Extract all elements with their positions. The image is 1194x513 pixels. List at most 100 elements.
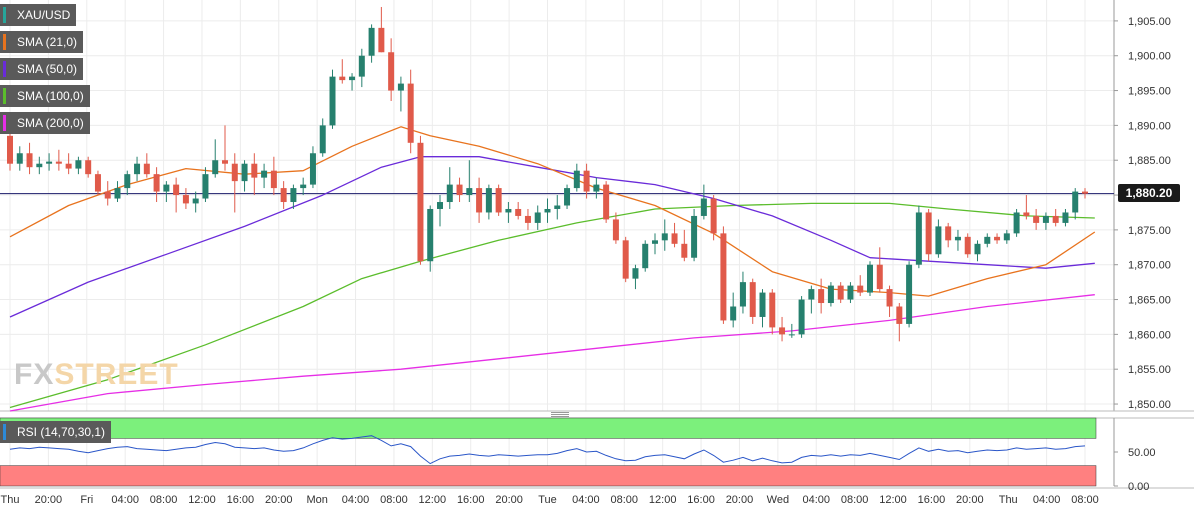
candle-up (505, 208, 512, 213)
y-tick-label: 1,890.00 (1128, 120, 1171, 132)
candle-up (788, 334, 795, 336)
sma100-line (9, 202, 1095, 409)
candle-up (847, 285, 854, 300)
candle-up (827, 285, 834, 304)
candle-down (1033, 215, 1040, 223)
candle-down (749, 282, 756, 317)
candle-down (417, 142, 424, 262)
x-tick-label: 12:00 (188, 494, 216, 506)
candle-up (290, 188, 297, 203)
x-tick-label: 16:00 (918, 494, 946, 506)
candle-down (104, 191, 111, 199)
candle-down (515, 208, 522, 216)
candle-up (446, 184, 453, 203)
candle-up (808, 289, 815, 300)
candle-up (466, 188, 473, 196)
candle-up (114, 188, 121, 199)
candle-up (368, 27, 375, 56)
candle-up (984, 236, 991, 244)
candle-down (222, 160, 228, 164)
candle-up (739, 282, 746, 307)
candle-down (886, 289, 893, 307)
candle-up (867, 264, 873, 293)
candle-up (427, 208, 434, 262)
candle-down (339, 76, 346, 81)
candle-down (1082, 191, 1088, 194)
candle-up (730, 306, 737, 321)
fxstreet-logo: FXSTREET (14, 358, 179, 392)
x-tick-label: 08:00 (380, 494, 408, 506)
candle-down (583, 170, 590, 192)
candle-down (94, 174, 101, 192)
legend-sma21[interactable]: SMA (21,0) (0, 31, 84, 53)
candle-up (691, 215, 698, 258)
candle-up (593, 184, 600, 192)
candle-up (134, 163, 141, 175)
candle-up (437, 202, 443, 209)
candle-down (622, 240, 629, 279)
legend-label-sma21: SMA (21,0) (17, 35, 78, 49)
candle-down (603, 184, 610, 220)
x-tick-label: 04:00 (572, 494, 600, 506)
candle-down (720, 233, 727, 321)
candle-up (329, 76, 336, 126)
x-tick-label: 08:00 (611, 494, 639, 506)
candle-down (55, 161, 62, 164)
x-tick-label: 16:00 (227, 494, 255, 506)
legend-xauusd[interactable]: XAU/USD (0, 4, 77, 26)
candle-up (485, 188, 492, 213)
rsi-legend-label: RSI (14,70,30,1) (17, 425, 106, 439)
x-tick-label: 20:00 (35, 494, 63, 506)
candle-up (935, 226, 942, 255)
x-tick-label: 20:00 (495, 494, 523, 506)
candle-up (564, 188, 571, 206)
candle-down (476, 188, 483, 213)
candle-up (642, 243, 649, 269)
candle-down (378, 27, 385, 53)
sma200-line (9, 294, 1095, 412)
candle-down (1052, 215, 1059, 223)
candle-up (163, 184, 170, 192)
legend-swatch-rsi (3, 424, 6, 440)
legend-swatch-sma100 (3, 88, 6, 104)
candle-down (964, 236, 971, 255)
candle-down (280, 188, 287, 203)
candle-up (1062, 212, 1069, 223)
legend-swatch-xauusd (3, 7, 6, 23)
candle-down (65, 163, 72, 169)
x-tick-label: 16:00 (687, 494, 715, 506)
candle-down (818, 289, 825, 304)
x-tick-label: 04:00 (111, 494, 139, 506)
candle-down (876, 264, 883, 290)
candle-down (925, 212, 932, 255)
candle-up (652, 240, 658, 244)
candle-down (388, 52, 395, 91)
y-tick-label: 1,895.00 (1128, 86, 1171, 98)
legend-sma50[interactable]: SMA (50,0) (0, 58, 84, 80)
x-tick-label: 16:00 (457, 494, 485, 506)
candle-up (349, 76, 356, 81)
x-tick-label: Thu (999, 494, 1018, 506)
candle-down (524, 215, 531, 223)
y-tick-label: 1,900.00 (1128, 51, 1171, 63)
pane-divider-handle[interactable] (551, 411, 569, 417)
candle-up (573, 170, 580, 189)
candle-up (36, 163, 43, 168)
x-tick-label: 12:00 (419, 494, 447, 506)
x-tick-label: 12:00 (879, 494, 907, 506)
y-tick-label: 1,855.00 (1128, 364, 1171, 376)
rsi-legend[interactable]: RSI (14,70,30,1) (0, 421, 112, 443)
legend-label-sma100: SMA (100,0) (17, 89, 84, 103)
legend-sma100[interactable]: SMA (100,0) (0, 85, 90, 107)
candle-up (544, 208, 551, 213)
candle-up (700, 198, 707, 216)
rsi-y-tick-label: 0.00 (1128, 481, 1149, 493)
x-tick-label: 12:00 (649, 494, 677, 506)
candle-up (241, 163, 248, 182)
candle-up (1042, 215, 1049, 223)
candle-down (173, 184, 180, 196)
candle-down (857, 285, 864, 293)
candle-up (16, 153, 23, 164)
legend-sma200[interactable]: SMA (200,0) (0, 112, 90, 134)
